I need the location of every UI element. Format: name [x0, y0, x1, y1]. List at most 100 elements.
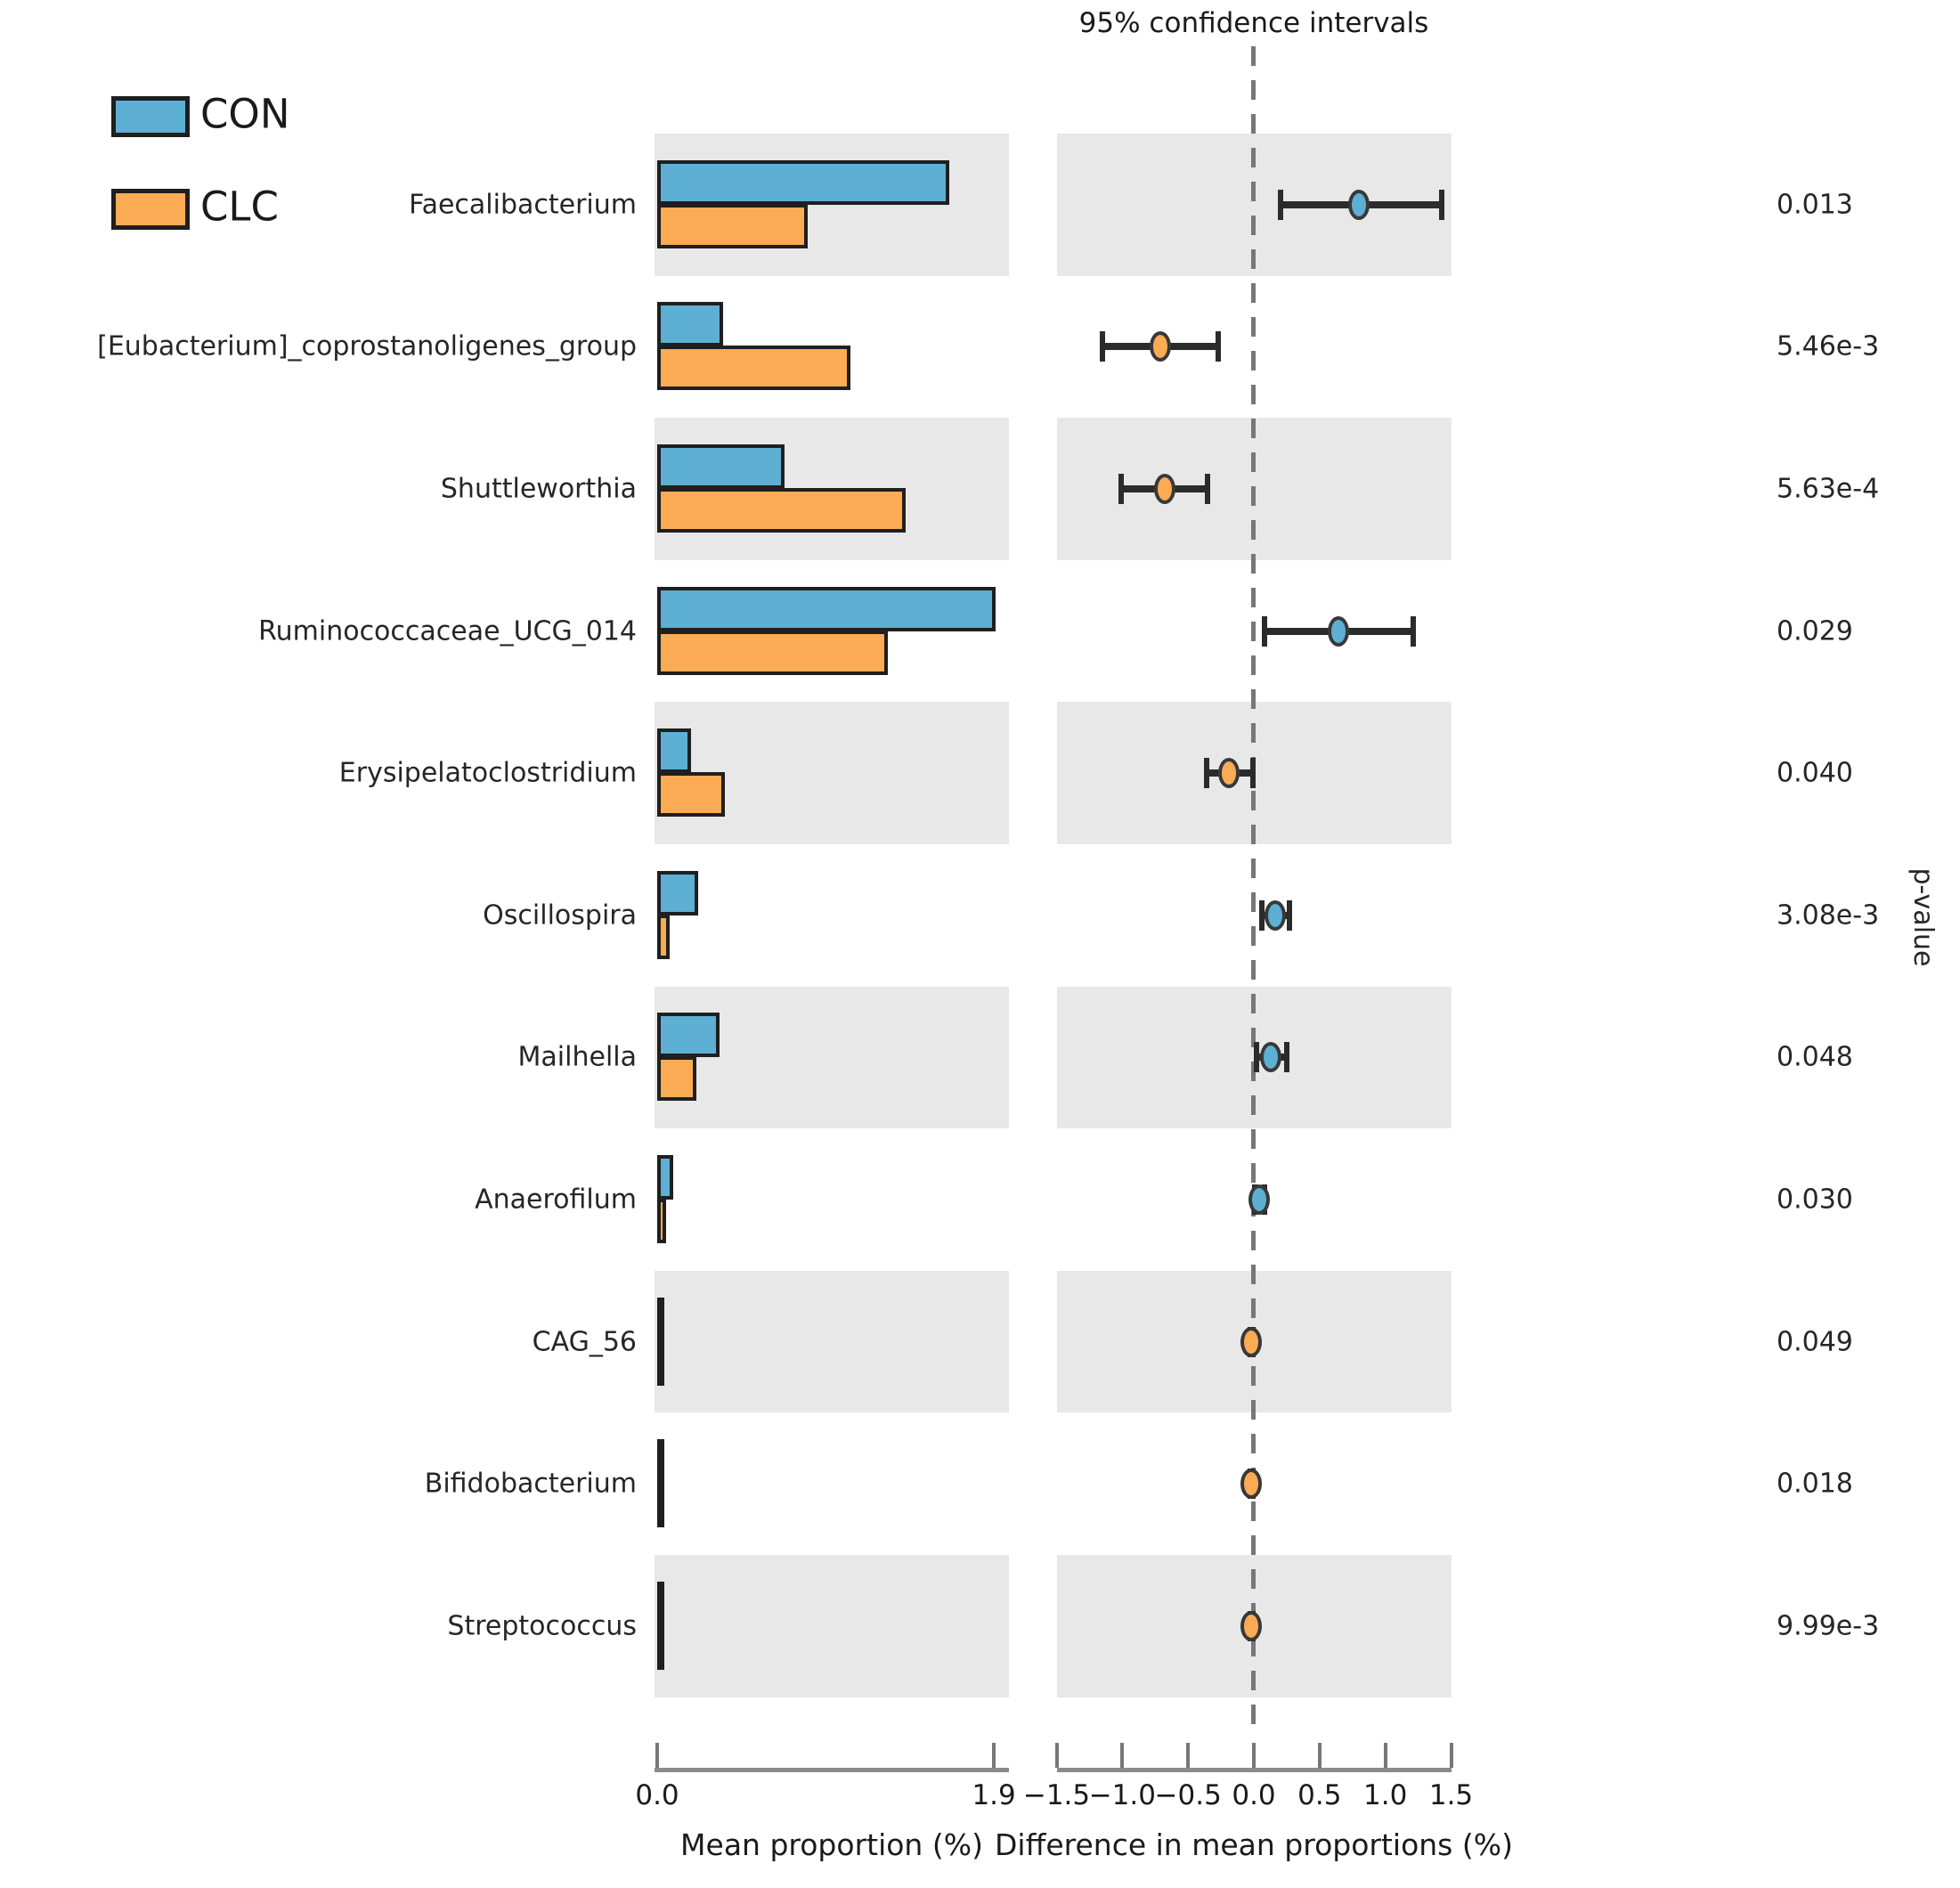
bar-clc	[657, 1340, 664, 1386]
left-x-axis-line	[655, 1768, 1009, 1772]
bar-clc	[657, 488, 906, 533]
right-axis-tick	[1317, 1743, 1322, 1768]
p-value: 5.63e-4	[1777, 473, 1880, 505]
p-value: 0.018	[1777, 1468, 1853, 1500]
ci-mean-dot	[1260, 1042, 1282, 1073]
right-axis-tick	[1252, 1743, 1256, 1768]
bar-clc	[657, 1199, 666, 1243]
ci-cap-low	[1261, 615, 1267, 647]
bar-con	[657, 870, 698, 916]
bar-con	[657, 444, 785, 489]
category-label: Shuttleworthia	[440, 473, 637, 505]
ci-mean-dot	[1240, 1469, 1263, 1500]
ci-cap-high	[1286, 899, 1292, 931]
bar-con	[657, 586, 996, 631]
ci-mean-dot	[1240, 1326, 1263, 1357]
bar-con	[657, 1439, 664, 1485]
ci-cap-high	[1249, 758, 1256, 789]
right-axis-tick	[1186, 1743, 1191, 1768]
right-axis-tick	[1120, 1743, 1125, 1768]
p-value: 3.08e-3	[1777, 899, 1880, 932]
row-band-left	[655, 986, 1009, 1129]
bar-con	[657, 1581, 664, 1626]
left-axis-tick-label: 1.9	[972, 1779, 1016, 1811]
right-axis-tick-label: −1.5	[1022, 1779, 1091, 1811]
category-label: Anaerofilum	[475, 1184, 637, 1216]
bar-con	[657, 1297, 664, 1342]
ci-cap-low	[1203, 758, 1209, 789]
bar-con	[657, 302, 723, 347]
ci-mean-dot	[1348, 189, 1370, 220]
p-value: 9.99e-3	[1777, 1610, 1880, 1642]
confidence-interval-title: 95% confidence intervals	[1078, 7, 1429, 39]
bar-con	[657, 159, 950, 205]
category-label: Ruminococcaceae_UCG_014	[258, 615, 637, 647]
category-label: Faecalibacterium	[409, 189, 637, 221]
legend-swatch-clc	[111, 189, 190, 230]
category-label: Mailhella	[517, 1041, 637, 1073]
right-axis-tick-label: 0.0	[1232, 1779, 1276, 1811]
right-axis-tick	[1449, 1743, 1453, 1768]
category-label: [Eubacterium]_coprostanoligenes_group	[97, 330, 637, 362]
category-label: Streptococcus	[447, 1610, 637, 1642]
legend-label-clc: CLC	[200, 183, 279, 231]
ci-cap-low	[1258, 899, 1265, 931]
right-axis-tick-label: 0.5	[1297, 1779, 1342, 1811]
left-x-axis-title: Mean proportion (%)	[680, 1827, 983, 1862]
p-value-axis-label: p-value	[1907, 867, 1939, 967]
category-label: CAG_56	[532, 1326, 637, 1358]
ci-mean-dot	[1150, 331, 1172, 362]
right-x-axis-title: Difference in mean proportions (%)	[995, 1827, 1513, 1862]
bar-clc	[657, 914, 670, 959]
right-axis-tick-label: −0.5	[1154, 1779, 1222, 1811]
category-label: Oscillospira	[483, 899, 637, 932]
right-axis-tick	[1383, 1743, 1387, 1768]
p-value: 0.048	[1777, 1041, 1853, 1073]
right-axis-tick-label: 1.0	[1363, 1779, 1408, 1811]
p-value: 0.030	[1777, 1184, 1853, 1216]
ci-mean-dot	[1240, 1610, 1263, 1641]
legend-swatch-con	[111, 96, 190, 137]
category-label: Bifidobacterium	[424, 1468, 637, 1500]
ci-mean-dot	[1248, 1184, 1270, 1215]
left-axis-tick	[992, 1743, 996, 1768]
bar-con	[657, 1013, 720, 1058]
bar-con	[657, 1155, 673, 1200]
right-axis-tick-label: −1.0	[1088, 1779, 1156, 1811]
bar-clc	[657, 203, 809, 248]
ci-cap-low	[1118, 474, 1124, 504]
ci-cap-high	[1410, 615, 1416, 647]
p-value: 0.040	[1777, 757, 1853, 789]
category-label: Erysipelatoclostridium	[338, 757, 637, 789]
row-band-left	[655, 1270, 1009, 1413]
bar-clc	[657, 1624, 664, 1670]
bar-clc	[657, 772, 725, 818]
p-value: 5.46e-3	[1777, 330, 1880, 362]
p-value: 0.049	[1777, 1326, 1853, 1358]
ci-mean-dot	[1327, 615, 1349, 647]
ci-cap-high	[1216, 331, 1222, 362]
left-axis-tick-label: 0.0	[635, 1779, 679, 1811]
row-band-left	[655, 1555, 1009, 1697]
ci-mean-dot	[1153, 474, 1175, 504]
right-axis-tick-label: 1.5	[1428, 1779, 1474, 1811]
right-x-axis-line	[1057, 1768, 1452, 1772]
ci-cap-low	[1253, 1042, 1259, 1073]
left-axis-tick	[655, 1743, 659, 1768]
right-axis-tick	[1054, 1743, 1059, 1768]
p-value: 0.029	[1777, 615, 1853, 647]
p-value: 0.013	[1777, 189, 1853, 221]
bar-clc	[657, 1056, 696, 1102]
zero-difference-dashed-line	[1251, 46, 1256, 1738]
ci-cap-low	[1100, 331, 1106, 362]
bar-clc	[657, 346, 850, 391]
bar-clc	[657, 1483, 664, 1528]
ci-cap-high	[1439, 189, 1445, 220]
ci-mean-dot	[1217, 758, 1240, 789]
ci-cap-high	[1283, 1042, 1289, 1073]
bar-clc	[657, 630, 888, 675]
legend-label-con: CON	[200, 90, 290, 138]
bar-con	[657, 728, 691, 774]
ci-cap-low	[1277, 189, 1283, 220]
